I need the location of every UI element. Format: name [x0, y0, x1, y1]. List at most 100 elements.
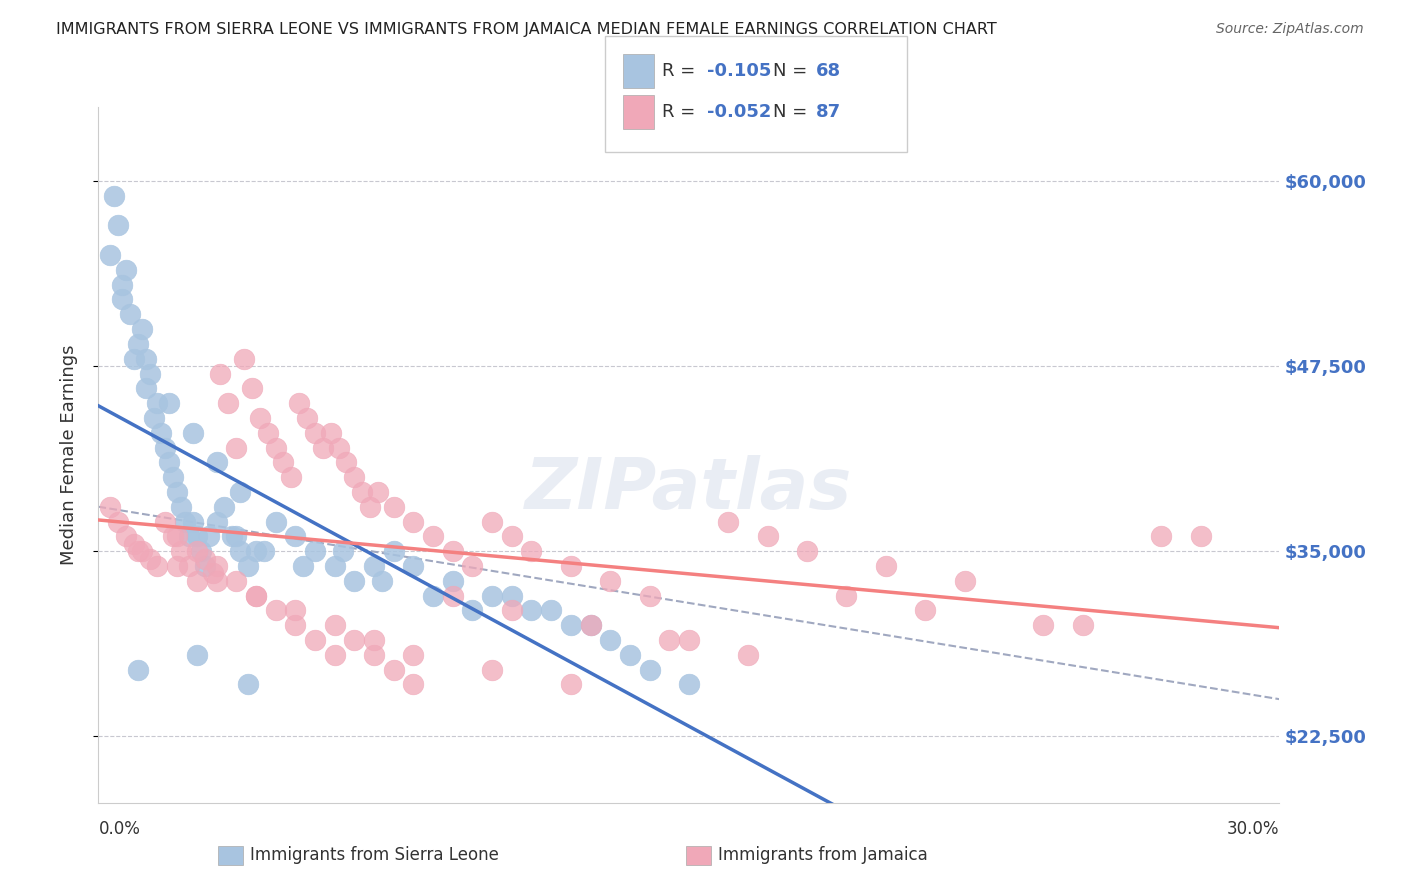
Point — [292, 558, 315, 573]
Point — [599, 632, 621, 647]
Point — [273, 455, 295, 469]
Point — [328, 441, 350, 455]
Point — [162, 529, 184, 543]
Point — [717, 515, 740, 529]
Point — [343, 470, 366, 484]
Point — [501, 529, 523, 543]
Point — [122, 537, 145, 551]
Point — [217, 396, 239, 410]
Point — [1189, 529, 1212, 543]
Point — [111, 277, 134, 292]
Point — [304, 425, 326, 440]
Point — [162, 470, 184, 484]
Point — [1032, 618, 1054, 632]
Point — [382, 663, 405, 677]
Text: IMMIGRANTS FROM SIERRA LEONE VS IMMIGRANTS FROM JAMAICA MEDIAN FEMALE EARNINGS C: IMMIGRANTS FROM SIERRA LEONE VS IMMIGRAN… — [56, 22, 997, 37]
Point — [284, 603, 307, 617]
Point — [205, 455, 228, 469]
Text: Immigrants from Jamaica: Immigrants from Jamaica — [718, 847, 928, 864]
Point — [225, 529, 247, 543]
Point — [155, 515, 177, 529]
Point — [352, 484, 374, 499]
Point — [115, 529, 138, 543]
Point — [135, 381, 157, 395]
Point — [304, 632, 326, 647]
Point — [367, 484, 389, 499]
Point — [186, 544, 208, 558]
Point — [914, 603, 936, 617]
Point — [402, 558, 425, 573]
Point — [422, 589, 444, 603]
Point — [520, 603, 543, 617]
Point — [441, 589, 464, 603]
Point — [146, 558, 169, 573]
Point — [138, 367, 160, 381]
Point — [402, 515, 425, 529]
Point — [115, 263, 138, 277]
Point — [501, 603, 523, 617]
Point — [170, 500, 193, 514]
Point — [190, 544, 212, 558]
Point — [225, 441, 247, 455]
Point — [295, 411, 318, 425]
Point — [240, 381, 263, 395]
Point — [284, 529, 307, 543]
Point — [481, 663, 503, 677]
Point — [135, 351, 157, 366]
Point — [127, 663, 149, 677]
Point — [122, 351, 145, 366]
Point — [363, 632, 385, 647]
Point — [875, 558, 897, 573]
Point — [332, 544, 354, 558]
Text: Immigrants from Sierra Leone: Immigrants from Sierra Leone — [250, 847, 499, 864]
Point — [658, 632, 681, 647]
Point — [678, 632, 700, 647]
Point — [142, 411, 165, 425]
Text: 68: 68 — [815, 62, 841, 80]
Point — [481, 589, 503, 603]
Point — [312, 441, 335, 455]
Point — [371, 574, 394, 588]
Point — [205, 515, 228, 529]
Text: R =: R = — [662, 62, 702, 80]
Point — [737, 648, 759, 662]
Point — [221, 529, 243, 543]
Point — [236, 677, 259, 691]
Point — [98, 248, 121, 262]
Point — [579, 618, 602, 632]
Point — [229, 484, 252, 499]
Text: -0.105: -0.105 — [707, 62, 772, 80]
Point — [233, 351, 256, 366]
Point — [166, 529, 188, 543]
Point — [138, 551, 160, 566]
Point — [131, 544, 153, 558]
Point — [461, 558, 484, 573]
Point — [107, 515, 129, 529]
Point — [249, 411, 271, 425]
Point — [319, 425, 342, 440]
Point — [638, 663, 661, 677]
Point — [186, 529, 208, 543]
Text: -0.052: -0.052 — [707, 103, 772, 121]
Point — [560, 677, 582, 691]
Point — [343, 574, 366, 588]
Point — [197, 529, 219, 543]
Point — [441, 544, 464, 558]
Point — [181, 425, 204, 440]
Point — [103, 189, 125, 203]
Point — [186, 574, 208, 588]
Point — [796, 544, 818, 558]
Point — [402, 677, 425, 691]
Point — [304, 544, 326, 558]
Text: 0.0%: 0.0% — [98, 820, 141, 838]
Point — [186, 648, 208, 662]
Text: 30.0%: 30.0% — [1227, 820, 1279, 838]
Point — [323, 648, 346, 662]
Point — [422, 529, 444, 543]
Point — [264, 515, 287, 529]
Point — [253, 544, 276, 558]
Point — [363, 648, 385, 662]
Point — [127, 337, 149, 351]
Point — [323, 618, 346, 632]
Point — [166, 558, 188, 573]
